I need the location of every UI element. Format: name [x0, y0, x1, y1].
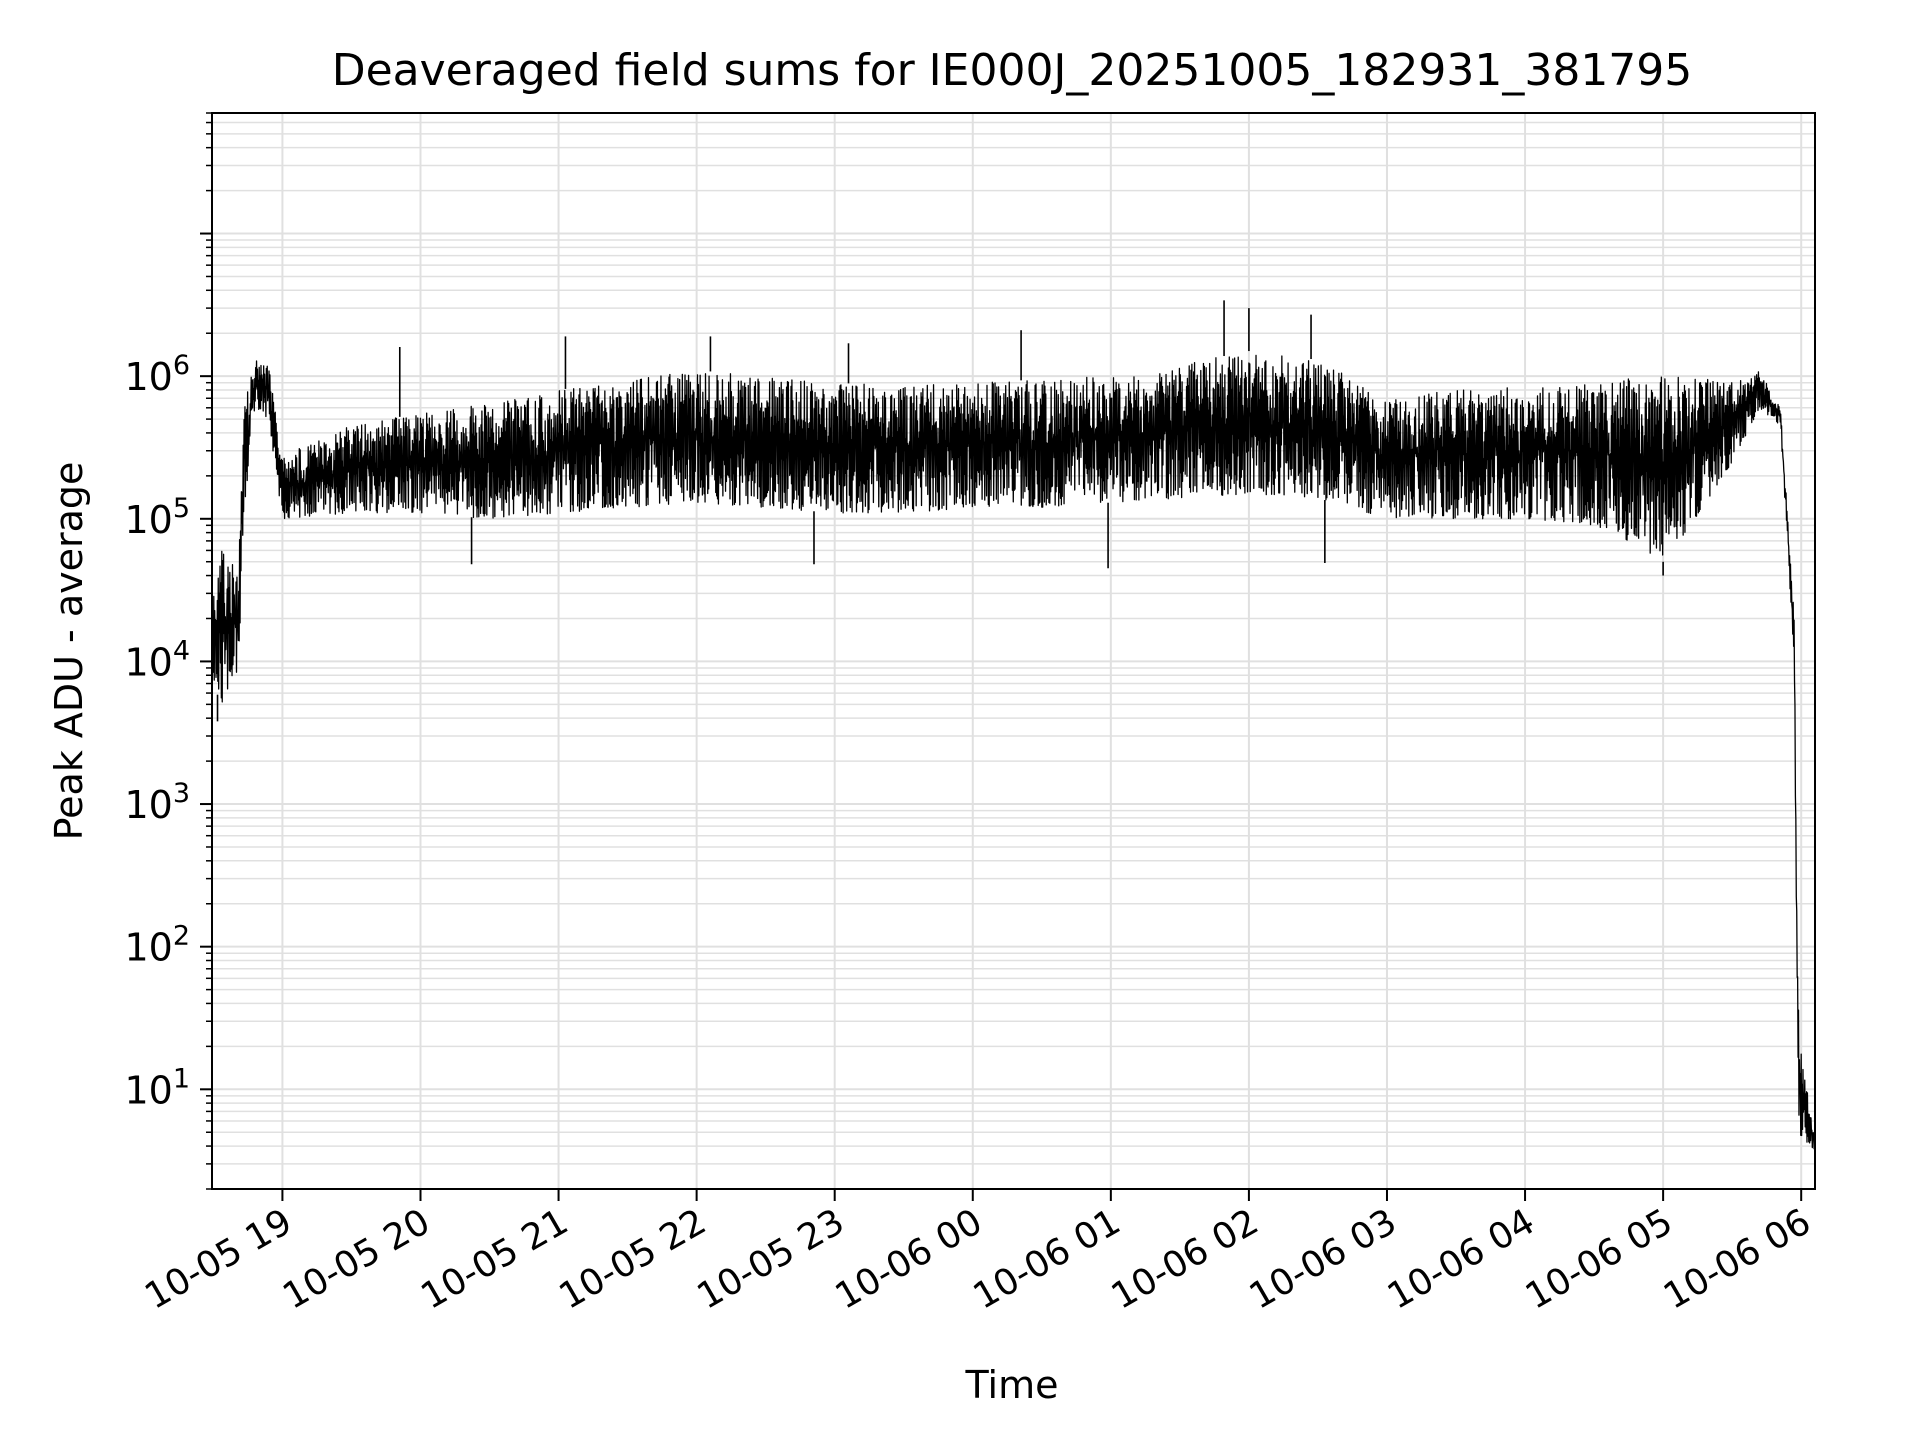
series-group: [211, 300, 1816, 1150]
grid: [212, 112, 1815, 1190]
y-tick-label: 101: [124, 1063, 190, 1112]
y-tick-label-exponent: 3: [173, 778, 190, 809]
y-tick-label-base: 10: [124, 498, 172, 542]
plot-frame: [211, 112, 1816, 1190]
x-axis-label: Time: [965, 1363, 1059, 1407]
y-tick-label-exponent: 1: [173, 1063, 190, 1094]
y-axis-label: Peak ADU - average: [47, 462, 91, 841]
y-tick-label-exponent: 6: [173, 350, 190, 381]
y-tick-label-base: 10: [124, 783, 172, 827]
series-line: [211, 354, 1816, 1150]
y-tick-label-exponent: 4: [173, 635, 190, 666]
y-tick-label-exponent: 2: [173, 921, 190, 952]
y-tick-label: 102: [124, 921, 190, 970]
y-tick-label: 105: [124, 493, 190, 542]
y-tick-label-base: 10: [124, 640, 172, 684]
chart-title: Deaveraged field sums for IE000J_2025100…: [332, 45, 1693, 96]
y-tick-label-base: 10: [124, 1068, 172, 1112]
y-tick-label: 106: [124, 350, 190, 399]
y-tick-label-base: 10: [124, 926, 172, 970]
y-tick-label-base: 10: [124, 355, 172, 399]
y-tick-label: 103: [124, 778, 190, 827]
y-tick-label: 104: [124, 635, 190, 684]
y-tick-label-exponent: 5: [173, 493, 190, 524]
